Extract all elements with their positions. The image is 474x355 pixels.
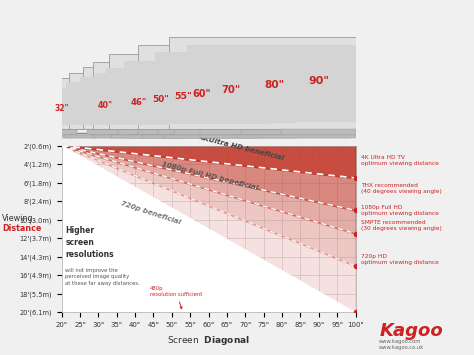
Bar xyxy=(237,135,401,138)
Bar xyxy=(110,135,211,138)
Text: 4K Ultra HD TV
optimum viewing distance: 4K Ultra HD TV optimum viewing distance xyxy=(361,155,439,166)
Bar xyxy=(118,129,160,135)
Text: 1080p Full HD beneficial: 1080p Full HD beneficial xyxy=(161,161,258,191)
Text: 80": 80" xyxy=(264,80,285,90)
Bar xyxy=(6,93,117,125)
Bar xyxy=(282,129,356,135)
Text: 4KUltra HD beneficial: 4KUltra HD beneficial xyxy=(198,134,284,162)
Bar xyxy=(46,129,77,135)
Bar xyxy=(155,52,395,121)
Bar xyxy=(65,82,212,124)
Bar xyxy=(41,88,170,125)
Text: 70": 70" xyxy=(221,85,240,95)
Bar xyxy=(93,135,184,138)
Text: Kagoo: Kagoo xyxy=(379,322,443,340)
Bar xyxy=(200,135,350,138)
Bar xyxy=(158,129,208,135)
Text: www.kagoo.com
www.kagoo.co.uk: www.kagoo.com www.kagoo.co.uk xyxy=(379,339,424,350)
Bar xyxy=(87,129,124,135)
X-axis label: Screen  $\bf{Diagonal}$: Screen $\bf{Diagonal}$ xyxy=(167,334,250,347)
FancyBboxPatch shape xyxy=(138,45,411,129)
Bar xyxy=(174,129,228,135)
FancyBboxPatch shape xyxy=(93,62,309,129)
Text: 55": 55" xyxy=(174,92,192,102)
Text: Distance: Distance xyxy=(2,224,42,234)
Text: Higher
screen
resolutions: Higher screen resolutions xyxy=(65,226,114,259)
Bar xyxy=(187,45,450,121)
Text: 720p beneficial: 720p beneficial xyxy=(120,200,182,225)
Text: SMPTE recommended
(30 degrees viewing angle): SMPTE recommended (30 degrees viewing an… xyxy=(361,220,442,231)
FancyBboxPatch shape xyxy=(33,84,179,129)
Text: will not improve the
perceived image quality
at these far away distances.: will not improve the perceived image qua… xyxy=(65,268,140,285)
FancyBboxPatch shape xyxy=(169,37,468,129)
Bar xyxy=(106,68,296,123)
FancyBboxPatch shape xyxy=(83,67,283,129)
Bar xyxy=(201,129,261,135)
FancyBboxPatch shape xyxy=(55,78,222,129)
Text: 46": 46" xyxy=(131,98,147,107)
Text: 90": 90" xyxy=(308,76,329,86)
FancyBboxPatch shape xyxy=(109,54,352,129)
Text: Viewing: Viewing xyxy=(2,214,34,223)
Bar xyxy=(81,77,241,124)
Bar xyxy=(128,135,237,138)
FancyBboxPatch shape xyxy=(0,90,125,129)
Text: 720p HD
optimum viewing distance: 720p HD optimum viewing distance xyxy=(361,253,439,265)
Text: 60": 60" xyxy=(192,89,210,99)
Bar xyxy=(138,129,183,135)
Text: THX recommended
(40 degrees viewing angle): THX recommended (40 degrees viewing angl… xyxy=(361,183,442,195)
Bar xyxy=(164,135,297,138)
Bar xyxy=(124,61,337,122)
Bar xyxy=(65,135,146,138)
Text: 40": 40" xyxy=(98,101,113,110)
Bar xyxy=(27,135,96,138)
Bar xyxy=(142,135,261,138)
FancyBboxPatch shape xyxy=(69,72,252,129)
Text: 480p
resolution sufficient: 480p resolution sufficient xyxy=(150,286,202,309)
Bar xyxy=(95,73,271,124)
Text: 50": 50" xyxy=(152,95,169,104)
Bar xyxy=(241,129,309,135)
Text: 32": 32" xyxy=(55,104,69,113)
Text: 1080p Full HD
optimum viewing distance: 1080p Full HD optimum viewing distance xyxy=(361,204,439,216)
